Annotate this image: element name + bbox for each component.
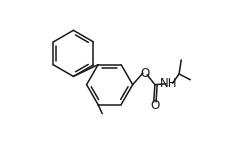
Text: O: O [150, 99, 159, 112]
Text: NH: NH [160, 77, 178, 90]
Text: O: O [140, 67, 150, 81]
